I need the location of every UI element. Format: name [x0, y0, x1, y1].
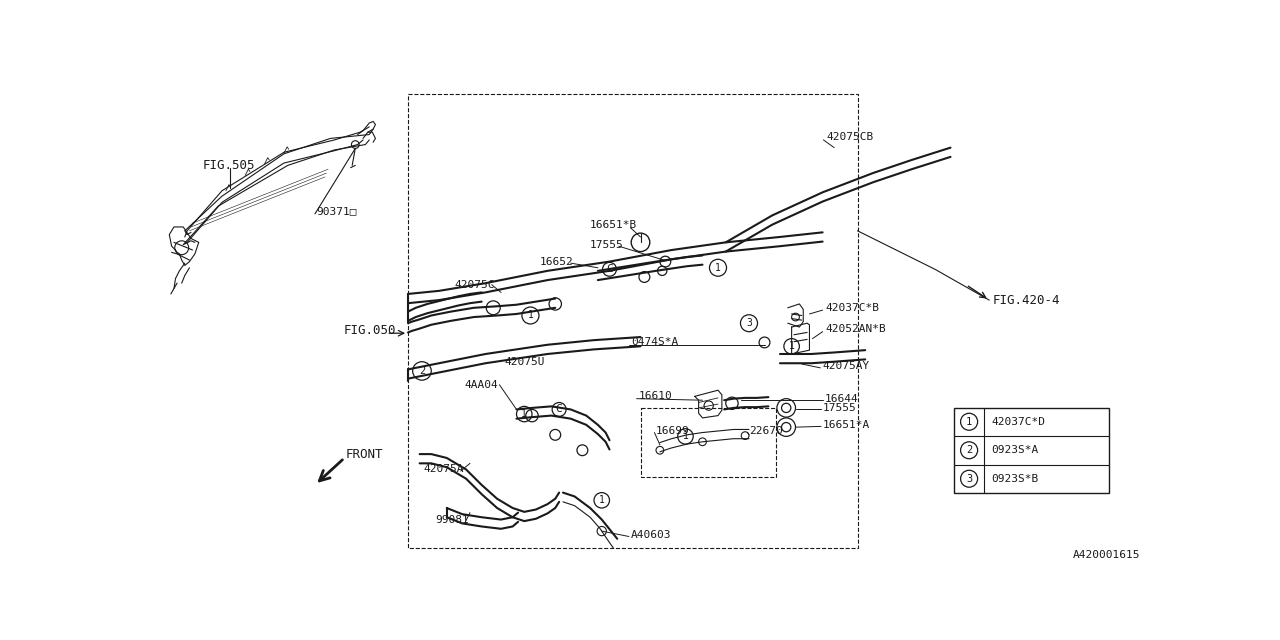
Text: 42052AN*B: 42052AN*B [824, 324, 886, 334]
Text: FIG.420-4: FIG.420-4 [993, 294, 1061, 307]
Text: 2: 2 [966, 445, 973, 455]
Text: 16652: 16652 [540, 257, 573, 267]
Text: 16651*A: 16651*A [823, 420, 870, 430]
Text: 42037C*B: 42037C*B [824, 303, 879, 313]
Bar [955, 408, 1110, 493]
Text: 4AA04: 4AA04 [465, 380, 498, 390]
Text: 0923S*A: 0923S*A [992, 445, 1039, 455]
Text: 17555: 17555 [823, 403, 856, 413]
Text: 42037C*D: 42037C*D [992, 417, 1046, 427]
Text: 42075C: 42075C [454, 280, 495, 290]
Text: FRONT: FRONT [346, 447, 384, 461]
Text: 16644: 16644 [824, 394, 859, 404]
Text: 1: 1 [966, 417, 973, 427]
Text: 3: 3 [746, 318, 751, 328]
Text: C: C [556, 404, 562, 415]
Text: 1: 1 [521, 409, 527, 419]
Text: 0474S*A: 0474S*A [631, 337, 678, 348]
Bar [408, 93, 858, 548]
Text: 42075A: 42075A [424, 465, 465, 474]
Text: 17555: 17555 [590, 239, 623, 250]
Text: 16651*B: 16651*B [590, 220, 637, 230]
Text: 16610: 16610 [639, 391, 673, 401]
Text: 2: 2 [419, 366, 425, 376]
Text: FIG.050: FIG.050 [343, 324, 397, 337]
Text: 22670: 22670 [749, 426, 783, 436]
Text: 1: 1 [527, 310, 534, 321]
Text: 99081: 99081 [435, 515, 468, 525]
Text: FIG.505: FIG.505 [202, 159, 255, 172]
Text: A40603: A40603 [631, 530, 672, 540]
Text: 0923S*B: 0923S*B [992, 474, 1039, 484]
Text: A420001615: A420001615 [1073, 550, 1140, 561]
Text: 90371□: 90371□ [316, 207, 357, 216]
Text: 1: 1 [788, 341, 795, 351]
Text: 42075CB: 42075CB [827, 132, 874, 142]
Text: 1: 1 [716, 263, 721, 273]
Bar [640, 408, 776, 477]
Text: C: C [607, 264, 613, 275]
Text: 3: 3 [966, 474, 973, 484]
Text: 1: 1 [599, 495, 604, 506]
Text: 42075AY: 42075AY [823, 360, 870, 371]
Text: 1: 1 [682, 431, 689, 442]
Text: 16699: 16699 [657, 426, 690, 436]
Text: 42075U: 42075U [504, 356, 545, 367]
